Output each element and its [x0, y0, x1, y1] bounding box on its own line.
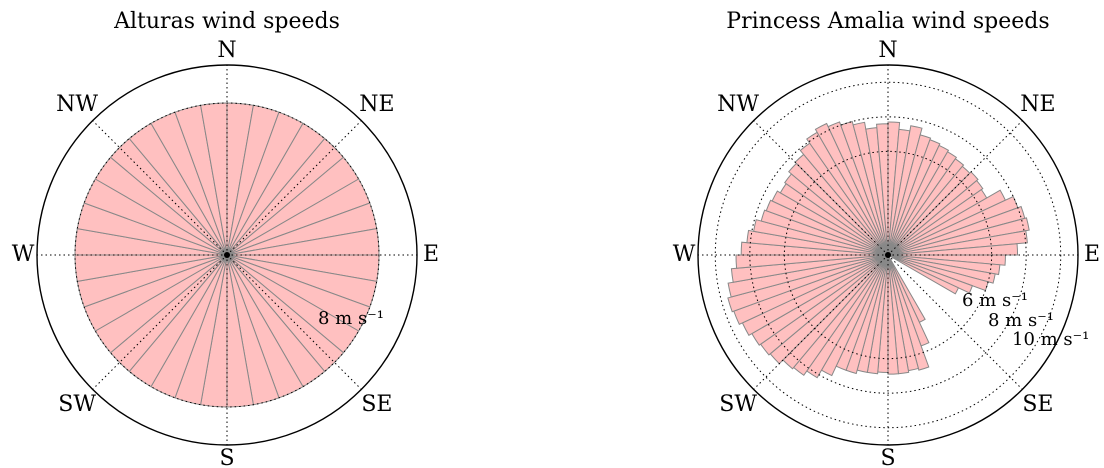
dir-label-nw: NW — [56, 92, 98, 117]
dir-label-s: S — [880, 446, 895, 468]
spoke-line — [887, 120, 1023, 256]
spoke-line — [226, 254, 362, 390]
ring-label: 6 m s⁻¹ — [962, 290, 1028, 311]
wind-bar — [887, 230, 1028, 256]
wind-bar — [887, 151, 958, 256]
ring-label: 8 m s⁻¹ — [318, 308, 384, 329]
wind-bar — [887, 179, 984, 256]
wind-bar — [727, 254, 889, 313]
spoke-line — [887, 254, 1023, 390]
wind-bar — [887, 217, 1030, 256]
wind-bar — [727, 254, 889, 298]
wind-bar — [735, 254, 889, 269]
dir-label-ne: NE — [359, 92, 394, 117]
spoke-line — [92, 120, 228, 256]
dir-label-nw: NW — [717, 92, 759, 117]
chart-title: Alturas wind speeds — [113, 9, 340, 34]
spoke-line — [753, 120, 889, 256]
spoke-line — [92, 254, 228, 390]
outer-circle — [36, 64, 418, 446]
dir-label-ne: NE — [1020, 92, 1055, 117]
spoke-line — [753, 254, 889, 390]
dir-label-se: SE — [1022, 392, 1053, 417]
wind-bar — [771, 190, 889, 256]
speed-ring — [714, 81, 1062, 429]
wind-bar — [887, 254, 899, 375]
speed-ring — [749, 116, 1027, 394]
wind-bar — [887, 144, 950, 256]
wind-bar — [852, 121, 889, 256]
dir-label-s: S — [219, 446, 234, 468]
dir-label-e: E — [423, 242, 439, 267]
center-point — [224, 252, 230, 258]
wedge-group — [74, 102, 380, 408]
ring-label: 8 m s⁻¹ — [988, 310, 1054, 331]
direction-spokes — [37, 65, 417, 445]
dir-label-w: W — [12, 242, 35, 267]
chart-title: Princess Amalia wind speeds — [726, 9, 1049, 34]
speed-rings — [74, 102, 380, 408]
alturas-wind-rose: Alturas wind speeds N NE E SE S SW W NW … — [12, 9, 439, 468]
dir-label-n: N — [217, 38, 236, 63]
direction-spokes — [698, 65, 1078, 445]
wind-bar — [887, 158, 965, 256]
ring-labels: 8 m s⁻¹ — [318, 308, 384, 329]
speed-ring — [74, 102, 380, 408]
direction-labels: N NE E SE S SW W NW — [12, 38, 439, 468]
center-point — [885, 252, 891, 258]
wedge-group — [727, 120, 1030, 379]
spoke-line — [226, 120, 362, 256]
speed-ring — [783, 150, 993, 360]
wind-bar — [827, 121, 889, 256]
wind-bar — [814, 122, 889, 256]
wind-bar — [887, 254, 960, 295]
dir-label-se: SE — [361, 392, 392, 417]
outer-circle — [697, 64, 1079, 446]
princess-amalia-wind-rose: Princess Amalia wind speeds N NE E SE S … — [673, 9, 1100, 468]
ring-label: 10 m s⁻¹ — [1012, 329, 1089, 350]
wind-bar — [887, 254, 930, 371]
dir-label-w: W — [673, 242, 696, 267]
dir-label-sw: SW — [719, 392, 757, 417]
dir-label-sw: SW — [58, 392, 96, 417]
direction-labels: N NE E SE S SW W NW — [673, 38, 1100, 468]
dir-label-n: N — [878, 38, 897, 63]
wind-bar — [730, 254, 889, 283]
speed-rings — [714, 81, 1062, 429]
wind-bar — [887, 243, 1019, 256]
dir-label-e: E — [1084, 242, 1100, 267]
ring-labels: 6 m s⁻¹ 8 m s⁻¹ 10 m s⁻¹ — [962, 290, 1089, 350]
